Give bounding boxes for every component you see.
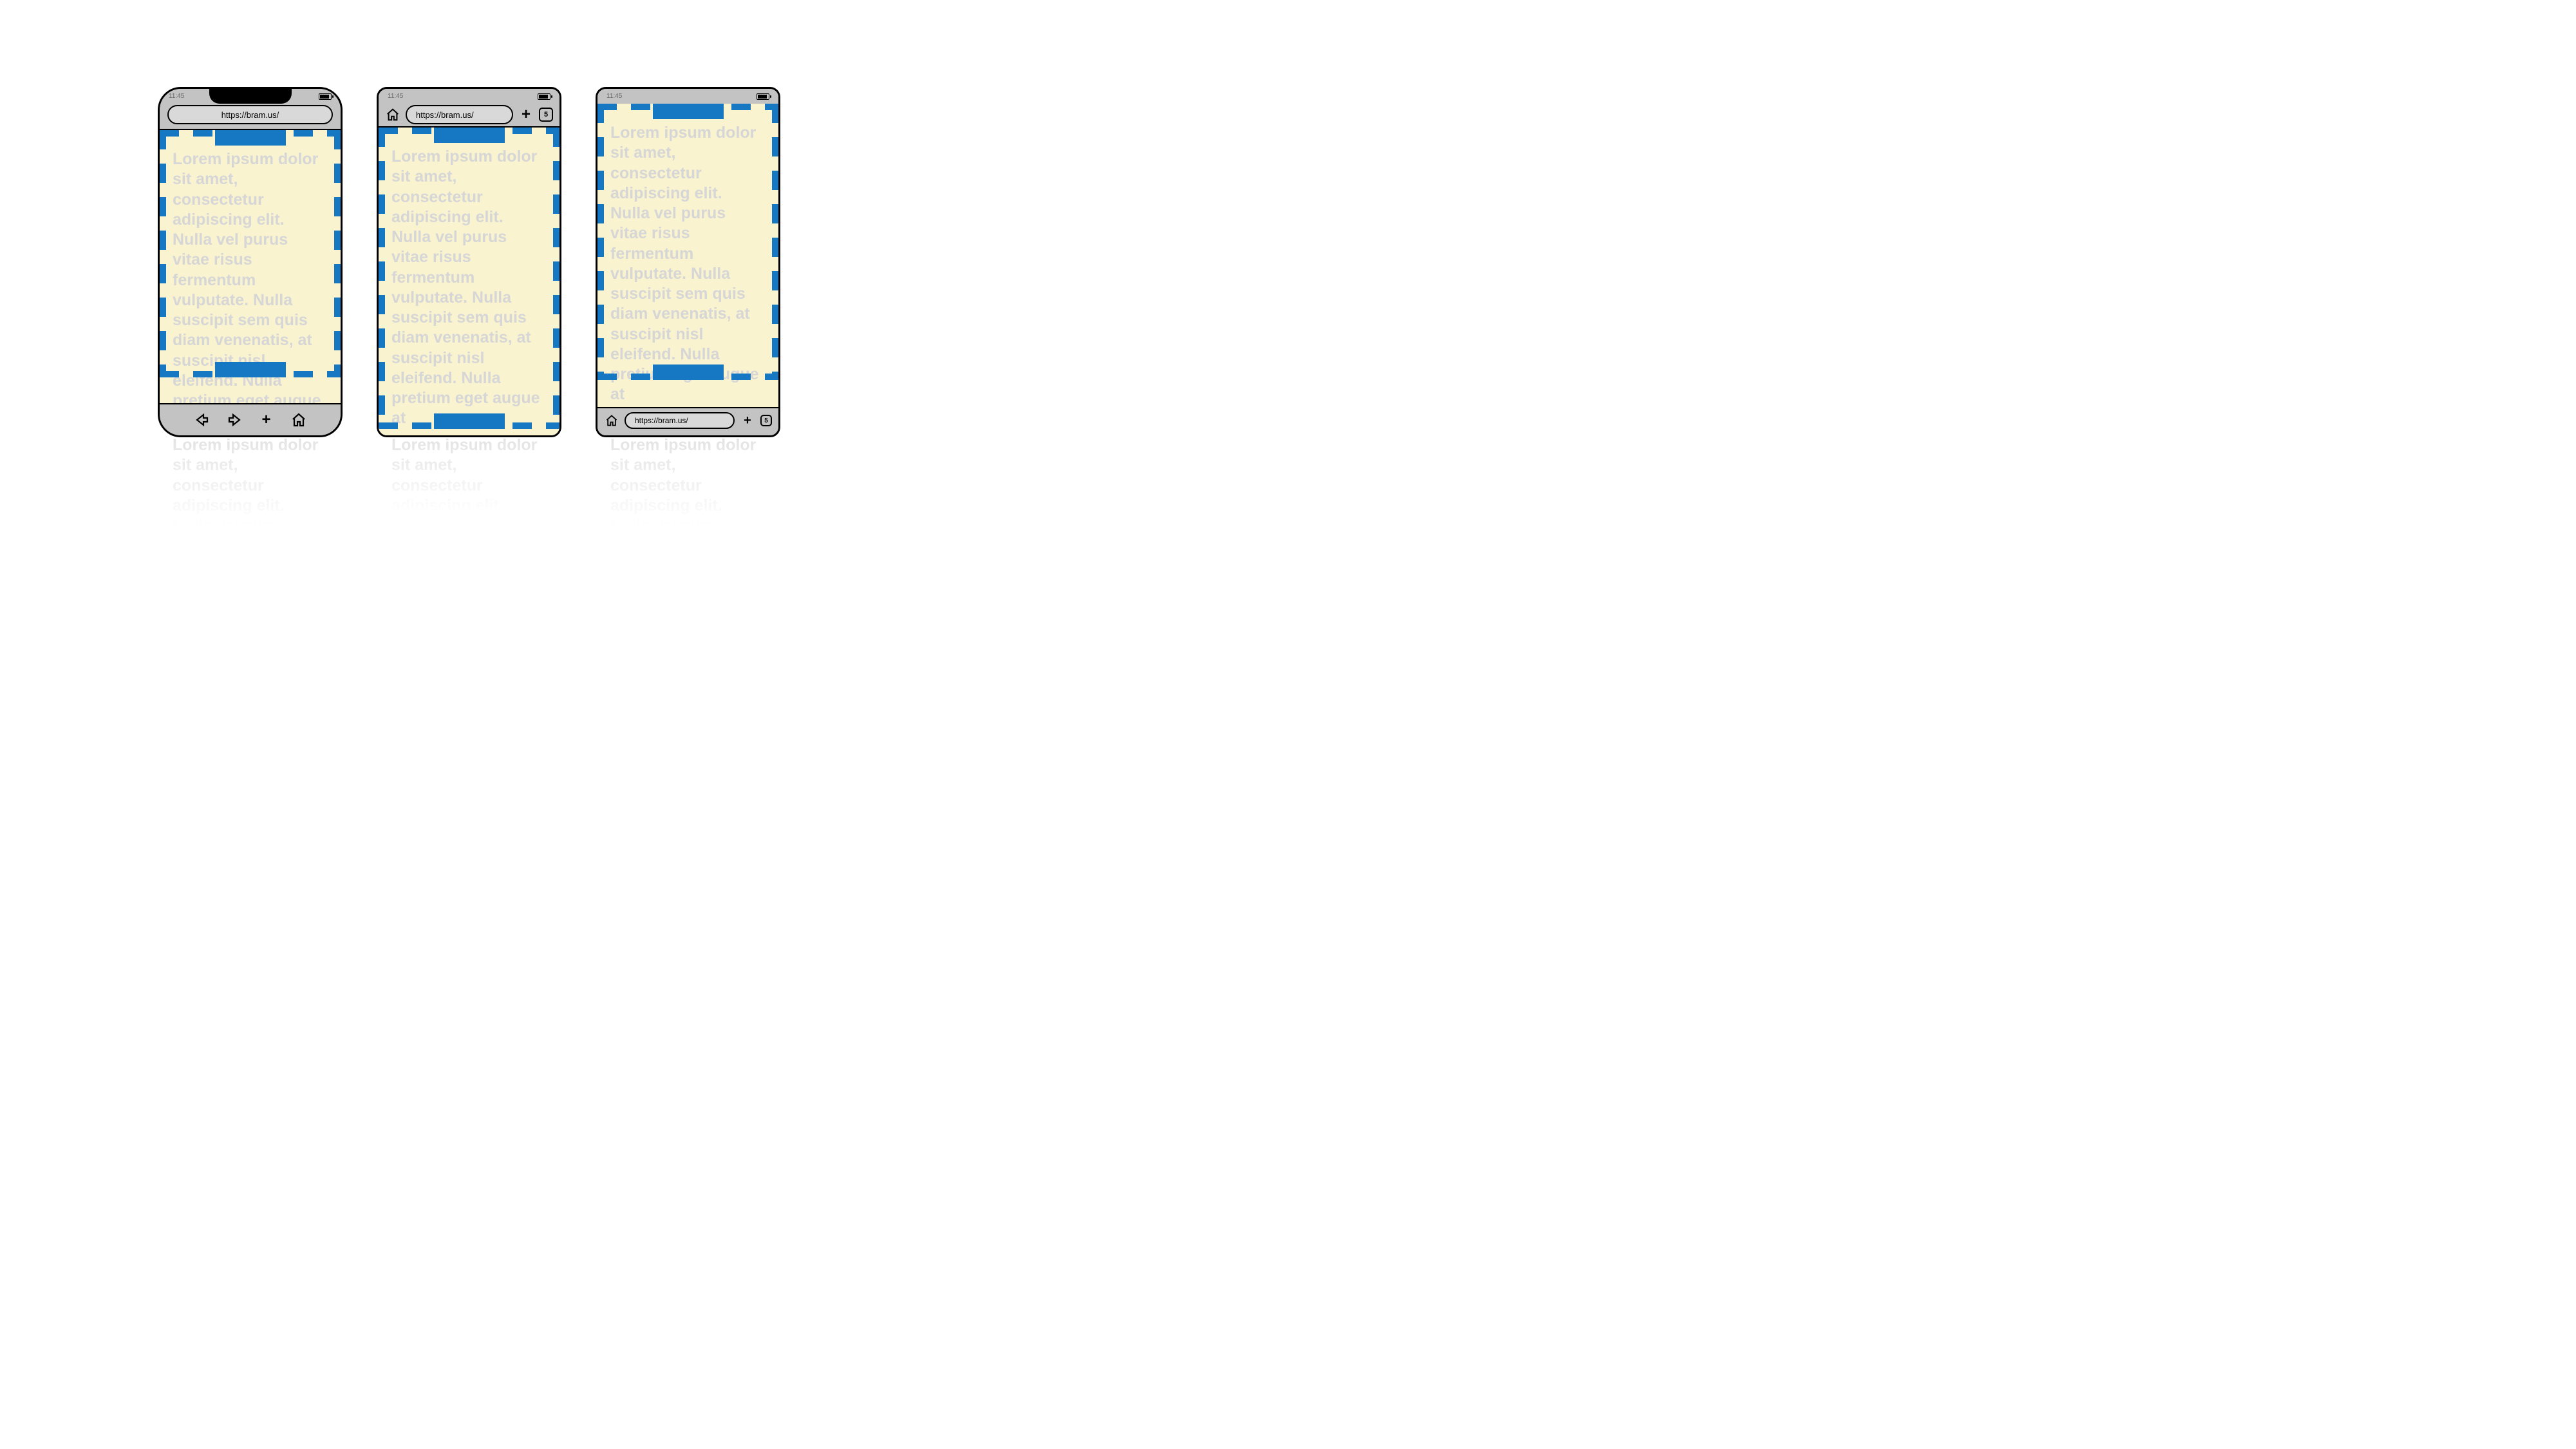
status-time: 11:45 xyxy=(169,93,184,100)
chrome-top-b: 11:45 https://bram.us/ + 5 xyxy=(379,89,559,128)
inset-marker-bottom xyxy=(434,413,505,429)
url-row-b: https://bram.us/ + 5 xyxy=(379,104,559,128)
battery-icon xyxy=(319,93,332,100)
inset-marker-top xyxy=(215,130,286,146)
chrome-bottom-c: https://bram.us/ + 5 xyxy=(597,407,778,435)
plus-icon[interactable]: + xyxy=(518,107,534,122)
battery-icon xyxy=(538,93,550,100)
plus-icon[interactable]: + xyxy=(740,413,755,428)
inset-marker-top xyxy=(434,128,505,143)
diagram-canvas: 11:45 https://bram.us/ Lorem ipsum dolor… xyxy=(0,0,940,528)
inset-marker-bottom xyxy=(215,362,286,377)
url-bar[interactable]: https://bram.us/ xyxy=(167,105,333,124)
inset-marker-bottom xyxy=(653,365,724,380)
url-row-c: https://bram.us/ + 5 xyxy=(597,408,778,433)
notch xyxy=(209,87,292,104)
viewport-b: Lorem ipsum dolor sit amet, consectetur … xyxy=(379,128,559,435)
page-body-text: Lorem ipsum dolor sit amet, consectetur … xyxy=(391,147,547,429)
url-text: https://bram.us/ xyxy=(635,416,688,425)
overflow-text-b: Lorem ipsum dolor sit amet, consectetur … xyxy=(379,435,559,513)
url-text: https://bram.us/ xyxy=(221,110,279,120)
chrome-top-c: 11:45 xyxy=(597,89,778,104)
url-bar[interactable]: https://bram.us/ xyxy=(406,105,513,124)
chrome-bottom-a: + xyxy=(160,403,341,435)
viewport-c: Lorem ipsum dolor sit amet, consectetur … xyxy=(597,104,778,407)
phone-b-frame: 11:45 https://bram.us/ + 5 Lorem ipsum d… xyxy=(377,87,561,437)
home-icon[interactable] xyxy=(604,413,619,428)
url-bar[interactable]: https://bram.us/ xyxy=(625,412,735,429)
status-bar: 11:45 xyxy=(379,89,559,104)
plus-icon[interactable]: + xyxy=(259,412,274,428)
page-body-text: Lorem ipsum dolor sit amet, consectetur … xyxy=(610,123,766,405)
home-icon[interactable] xyxy=(291,412,306,428)
inset-marker-top xyxy=(653,104,724,119)
status-bar: 11:45 xyxy=(597,89,778,104)
phone-a-frame: 11:45 https://bram.us/ Lorem ipsum dolor… xyxy=(158,87,343,437)
url-text: https://bram.us/ xyxy=(416,110,474,120)
back-icon[interactable] xyxy=(194,412,210,428)
battery-icon xyxy=(757,93,769,100)
tab-count-button[interactable]: 5 xyxy=(760,415,772,426)
tab-count-button[interactable]: 5 xyxy=(539,108,553,122)
status-time: 11:45 xyxy=(388,93,403,100)
forward-icon[interactable] xyxy=(227,412,242,428)
home-icon[interactable] xyxy=(385,107,400,122)
overflow-text-a: Lorem ipsum dolor sit amet, consectetur … xyxy=(160,435,341,526)
viewport-a: Lorem ipsum dolor sit amet, consectetur … xyxy=(160,130,341,403)
status-time: 11:45 xyxy=(606,93,622,100)
phone-c-frame: 11:45 Lorem ipsum dolor sit amet, consec… xyxy=(596,87,780,437)
overflow-text-c: Lorem ipsum dolor sit amet, consectetur … xyxy=(597,435,778,526)
